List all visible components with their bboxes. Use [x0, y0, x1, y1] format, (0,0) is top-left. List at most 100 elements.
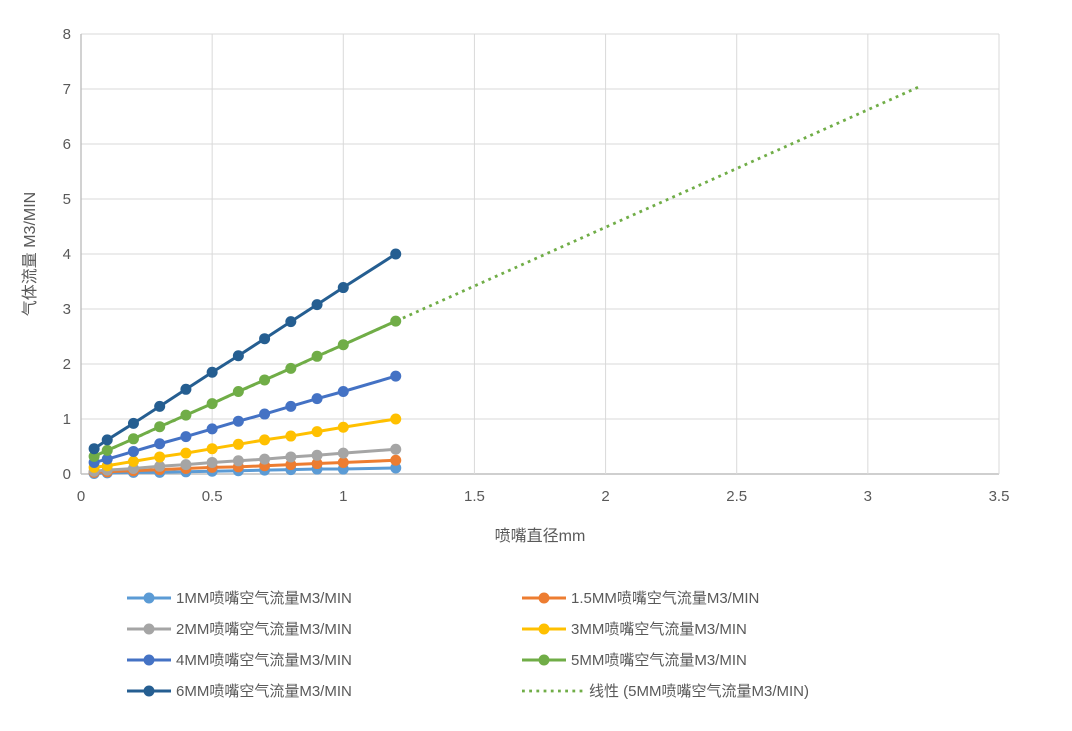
data-point [285, 451, 297, 463]
data-point [232, 438, 244, 450]
data-point [232, 455, 244, 467]
data-point [311, 458, 323, 470]
data-point [154, 438, 166, 450]
data-point [206, 456, 218, 468]
y-tick-label: 6 [63, 136, 71, 153]
data-point [285, 459, 297, 471]
data-point [311, 426, 323, 438]
data-point [180, 409, 192, 421]
legend-item: 6MM喷嘴空气流量M3/MIN [127, 680, 522, 701]
legend-item: 5MM喷嘴空气流量M3/MIN [522, 649, 809, 670]
data-point [337, 339, 349, 351]
legend-label: 5MM喷嘴空气流量M3/MIN [571, 652, 747, 669]
x-tick-label: 3.5 [989, 488, 1010, 505]
data-point [337, 456, 349, 468]
data-point [206, 443, 218, 455]
data-point [390, 315, 402, 327]
x-tick-label: 0.5 [202, 488, 223, 505]
x-axis-title: 喷嘴直径mm [495, 527, 586, 545]
data-point [259, 453, 271, 465]
y-tick-label: 2 [63, 356, 71, 373]
data-series [88, 84, 921, 479]
x-tick-label: 2.5 [726, 488, 747, 505]
data-point [127, 433, 139, 445]
legend-item: 3MM喷嘴空气流量M3/MIN [522, 618, 809, 639]
data-point [232, 350, 244, 362]
legend-item: 线性 (5MM喷嘴空气流量M3/MIN) [522, 680, 809, 701]
data-point [285, 362, 297, 374]
data-point [311, 299, 323, 311]
x-tick-label: 3 [864, 488, 872, 505]
series-5MM喷嘴空气流量M3/MIN [88, 315, 402, 462]
series-6MM喷嘴空气流量M3/MIN [88, 248, 402, 455]
data-point [127, 455, 139, 467]
legend-item: 1.5MM喷嘴空气流量M3/MIN [522, 587, 809, 608]
data-point [390, 462, 402, 474]
data-point [180, 459, 192, 471]
legend-label: 1.5MM喷嘴空气流量M3/MIN [571, 590, 760, 607]
x-tick-label: 2 [601, 488, 609, 505]
line-marker-swatch-icon [522, 592, 566, 603]
legend-label: 4MM喷嘴空气流量M3/MIN [176, 652, 352, 669]
data-point [180, 431, 192, 443]
data-point [390, 443, 402, 455]
data-point [206, 423, 218, 435]
legend-label: 1MM喷嘴空气流量M3/MIN [176, 590, 352, 607]
data-point [127, 417, 139, 429]
legend-label: 2MM喷嘴空气流量M3/MIN [176, 621, 352, 638]
line-marker-swatch-icon [127, 623, 171, 634]
line-marker-swatch-icon [127, 685, 171, 696]
legend-item: 1MM喷嘴空气流量M3/MIN [127, 587, 522, 608]
data-point [232, 415, 244, 427]
data-point [259, 374, 271, 386]
legend-label: 线性 (5MM喷嘴空气流量M3/MIN) [589, 683, 809, 700]
legend-item: 2MM喷嘴空气流量M3/MIN [127, 618, 522, 639]
data-point [154, 421, 166, 433]
data-point [390, 454, 402, 466]
gridlines [80, 33, 1000, 475]
data-point [180, 447, 192, 459]
axis-tick-labels: 0 1 2 3 4 5 6 7 8 0 0.5 1 1.5 2 2.5 3 3.5 [63, 26, 1010, 505]
y-tick-label: 8 [63, 26, 71, 43]
data-point [154, 451, 166, 463]
data-point [311, 350, 323, 362]
data-point [390, 413, 402, 425]
data-point [259, 333, 271, 345]
data-point [259, 434, 271, 446]
y-axis-title: 气体流量 M3/MIN [21, 192, 39, 316]
data-point [88, 450, 100, 462]
data-point [88, 443, 100, 455]
data-point [101, 444, 113, 456]
line-marker-swatch-icon [522, 654, 566, 665]
line-marker-swatch-icon [522, 623, 566, 634]
data-point [390, 370, 402, 382]
data-point [154, 460, 166, 472]
x-tick-label: 1.5 [464, 488, 485, 505]
legend-label: 6MM喷嘴空气流量M3/MIN [176, 683, 352, 700]
legend-label: 3MM喷嘴空气流量M3/MIN [571, 621, 747, 638]
data-point [259, 408, 271, 420]
data-point [232, 386, 244, 397]
y-tick-label: 1 [63, 411, 71, 428]
data-point [180, 383, 192, 395]
flow-line-chart: 0 1 2 3 4 5 6 7 8 0 0.5 1 1.5 2 2.5 3 3.5 喷嘴直径mm 气体流量 M3… [21, 26, 1010, 545]
dotted-line-swatch-icon [522, 689, 584, 692]
data-point [285, 430, 297, 442]
data-point [311, 393, 323, 405]
x-tick-label: 0 [77, 488, 85, 505]
x-tick-label: 1 [339, 488, 347, 505]
data-point [390, 248, 402, 260]
data-point [337, 282, 349, 294]
data-point [206, 366, 218, 378]
data-point [285, 316, 297, 328]
data-point [285, 400, 297, 412]
line-marker-swatch-icon [127, 654, 171, 665]
data-point [127, 445, 139, 457]
legend-item: 4MM喷嘴空气流量M3/MIN [127, 649, 522, 670]
data-point [337, 386, 349, 397]
data-point [154, 400, 166, 412]
line-marker-swatch-icon [127, 592, 171, 603]
chart-legend: 1MM喷嘴空气流量M3/MIN 1.5MM喷嘴空气流量M3/MIN 2MM喷嘴空气流… [127, 587, 809, 701]
data-point [101, 453, 113, 465]
